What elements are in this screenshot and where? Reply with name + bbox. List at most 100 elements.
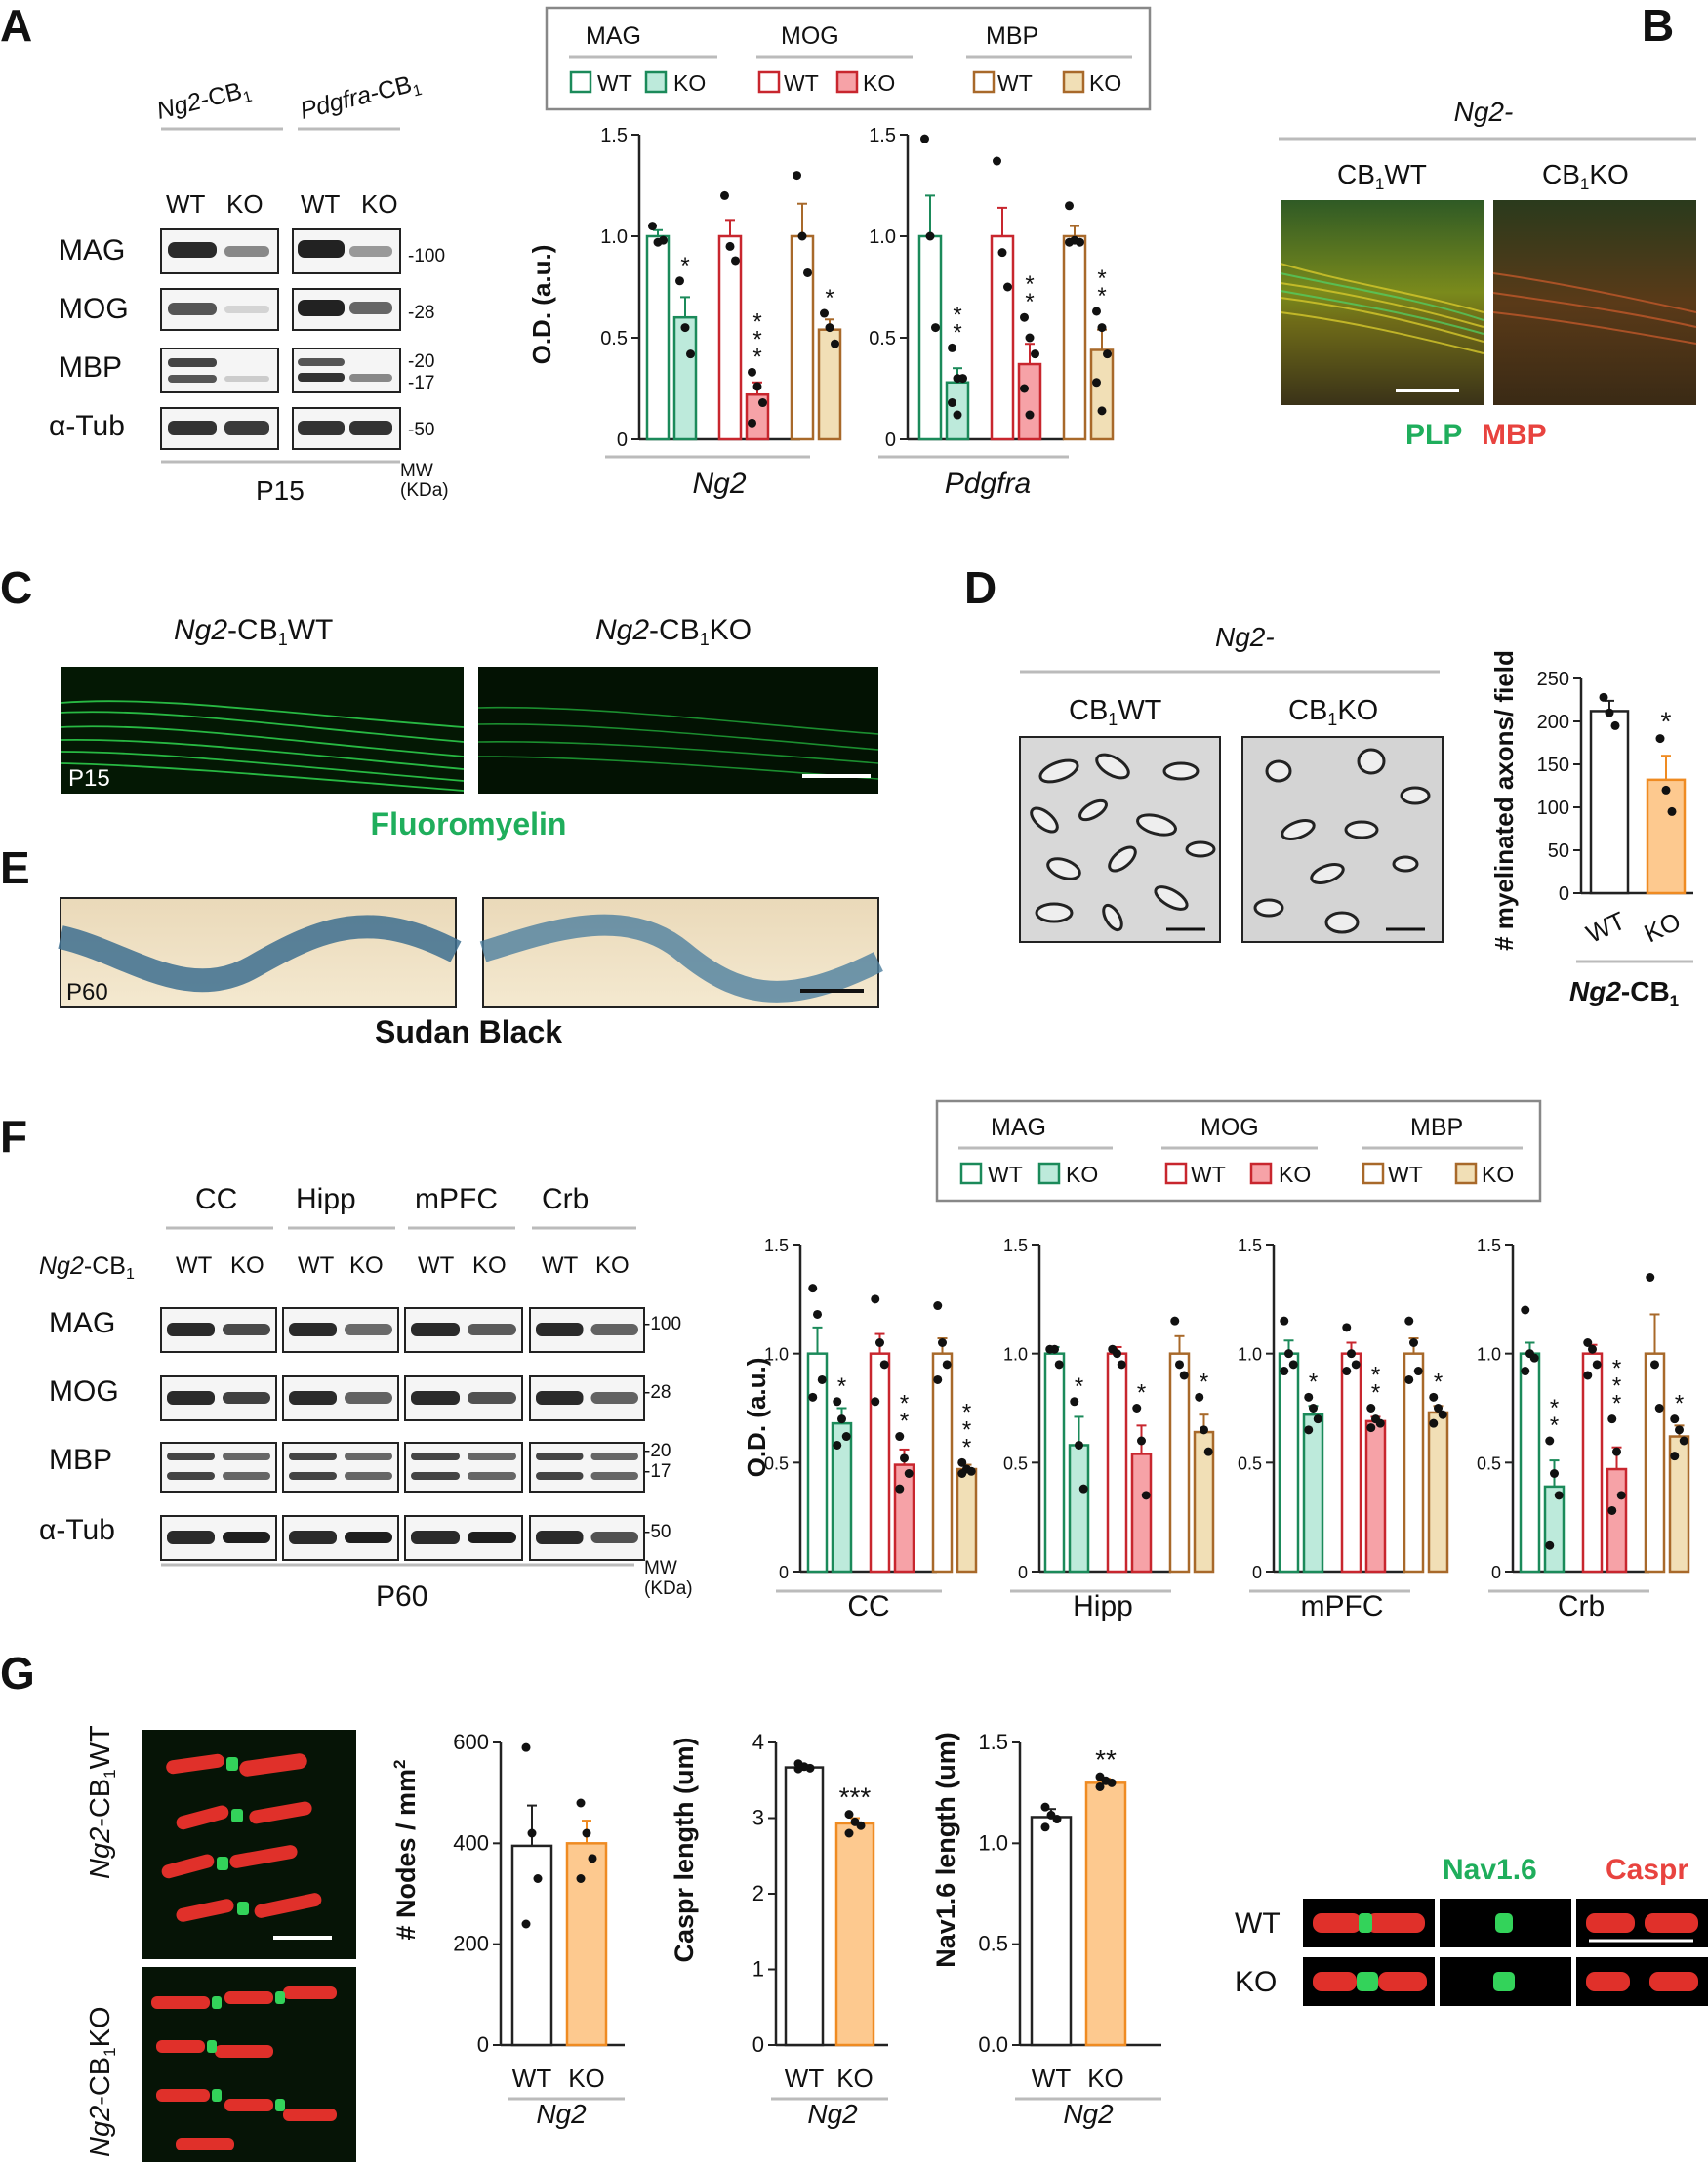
- data-point: [521, 1742, 531, 1752]
- y-tick-label: 200: [1537, 712, 1569, 733]
- data-point: [933, 1301, 943, 1311]
- data-point: [1583, 1338, 1593, 1347]
- significance-label: *: [1661, 707, 1672, 737]
- data-point: [1092, 307, 1101, 316]
- data-point: [1284, 1349, 1293, 1359]
- data-point: [813, 1309, 822, 1319]
- data-point: [1095, 1781, 1105, 1791]
- significance-star: *: [1371, 1363, 1380, 1389]
- mw-label: MW: [644, 1558, 677, 1578]
- data-point: [1052, 1815, 1062, 1824]
- x-tick-label: KO: [836, 2064, 874, 2093]
- legend-swatch-ko: [1249, 1162, 1273, 1185]
- bar: [1403, 1352, 1425, 1574]
- data-point: [844, 1828, 854, 1838]
- data-point: [957, 1469, 967, 1478]
- x-axis-label: Ng2: [1063, 2099, 1114, 2129]
- blot-band: [345, 1392, 392, 1404]
- blot-frame: [529, 1442, 645, 1493]
- nodes-image-ko: [142, 1967, 356, 2162]
- x-axis-label: mPFC: [1301, 1590, 1384, 1622]
- col-label-wt: CB1WT: [1069, 695, 1162, 729]
- blot-band: [590, 1453, 638, 1460]
- blot-band: [468, 1324, 516, 1335]
- bar: [931, 1352, 954, 1574]
- significance-star: *: [1371, 1380, 1380, 1407]
- data-point: [1065, 237, 1074, 247]
- x-tick-label: WT: [512, 2064, 552, 2093]
- chart-f-hipp: 0 0.5 1.0 1.5 * * * Hipp: [1003, 1236, 1215, 1622]
- blot-band: [468, 1532, 516, 1543]
- data-point: [820, 308, 829, 318]
- panel-g: G Ng2-CB1WT Ng2-CB1KO: [0, 1648, 1708, 2162]
- mw-marker: -20: [408, 351, 434, 372]
- mw-marker: -20: [644, 1441, 671, 1461]
- genotype-label: WT: [418, 1252, 455, 1279]
- data-point: [1040, 1822, 1050, 1832]
- inset-col-label-caspr: Caspr: [1606, 1854, 1688, 1886]
- data-point: [920, 134, 929, 143]
- legend-label: KO: [1089, 70, 1121, 96]
- mw-marker: -28: [644, 1382, 671, 1403]
- data-point: [831, 339, 839, 348]
- significance-star: *: [1025, 289, 1034, 315]
- data-point: [576, 1874, 586, 1883]
- x-axis-label: Ng2: [807, 2099, 858, 2129]
- stain-label-plp: PLP: [1405, 419, 1462, 451]
- stain-label: Sudan Black: [375, 1014, 562, 1049]
- mw-unit: (KDa): [400, 480, 449, 501]
- significance-star: *: [1550, 1395, 1559, 1421]
- data-point: [808, 1392, 818, 1402]
- bar: [1581, 1352, 1604, 1574]
- bar: [893, 1463, 915, 1574]
- bar: [1030, 1816, 1073, 2047]
- blot-band: [590, 1392, 638, 1404]
- data-point: [1054, 1360, 1064, 1370]
- blot-band: [536, 1323, 584, 1336]
- data-point: [1655, 734, 1665, 744]
- x-tick-label: KO: [1640, 906, 1686, 948]
- bar: [1168, 1352, 1191, 1574]
- blot-frame: [282, 1442, 399, 1493]
- y-tick-label: 100: [1537, 798, 1569, 819]
- data-point: [1175, 1360, 1184, 1370]
- panel-e: E P60 Sudan Black: [0, 842, 883, 1049]
- x-axis-label: Ng2: [536, 2099, 587, 2129]
- significance-star: *: [1612, 1391, 1621, 1417]
- bar: [1646, 778, 1687, 895]
- y-tick-label: 1.5: [764, 1236, 789, 1255]
- y-axis-label: # myelinated axons/ field: [1489, 650, 1519, 951]
- y-axis-label: Nav1.6 length (um): [931, 1732, 960, 1968]
- bar: [1017, 362, 1042, 441]
- y-tick-label: 1.5: [600, 125, 628, 146]
- age-label: P15: [256, 475, 305, 506]
- data-point: [1304, 1392, 1314, 1402]
- row-label-ko: Ng2-CB1KO: [85, 2006, 119, 2157]
- y-tick-label: 200: [453, 1932, 489, 1956]
- blot-band: [411, 1323, 460, 1336]
- data-point: [720, 190, 729, 200]
- legend-frame: [935, 1099, 1542, 1203]
- data-point: [1667, 806, 1677, 816]
- mw-marker: -28: [408, 303, 434, 323]
- genotype-label: KO: [595, 1252, 630, 1279]
- legend-swatch-wt: [972, 70, 996, 94]
- data-point: [833, 1440, 842, 1450]
- bar: [672, 315, 698, 441]
- y-tick-label: 0.5: [1238, 1453, 1262, 1473]
- col-label-ko: CB1KO: [1288, 695, 1378, 729]
- chart-f-mpfc: 00.51.01.5* ** *mPFC: [1238, 1236, 1449, 1622]
- y-tick-label: 0: [1559, 883, 1569, 905]
- data-point: [1654, 1404, 1664, 1413]
- significance-star: *: [962, 1416, 971, 1443]
- age-label: P60: [376, 1580, 427, 1613]
- data-point: [1550, 1469, 1559, 1478]
- bar: [1427, 1411, 1449, 1574]
- data-point: [871, 1397, 880, 1407]
- data-point: [856, 1821, 866, 1830]
- genotype-label: KO: [230, 1252, 264, 1279]
- col-label-ko: Ng2-CB1KO: [595, 614, 752, 649]
- y-tick-label: 0: [1018, 1563, 1028, 1582]
- blot-band: [536, 1391, 584, 1405]
- data-point: [895, 1432, 905, 1442]
